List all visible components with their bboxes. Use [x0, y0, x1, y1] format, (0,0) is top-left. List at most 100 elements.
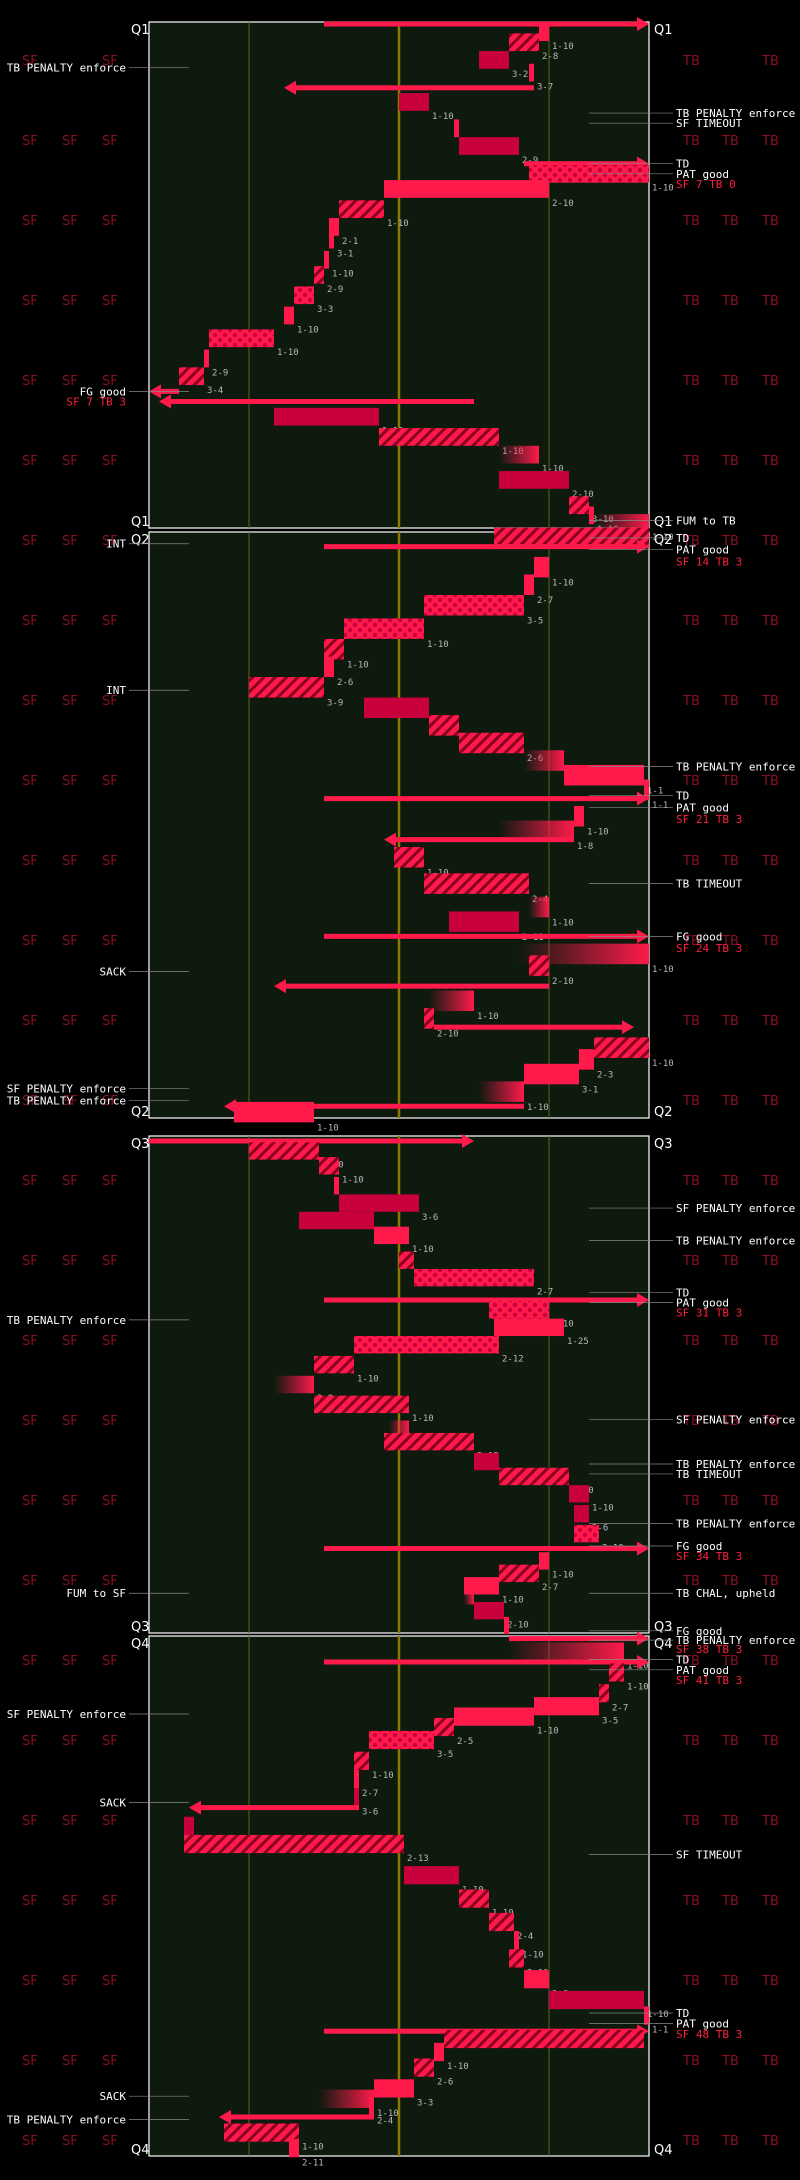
- down-distance-label: 2-13: [407, 1854, 429, 1864]
- down-distance-label: 1-10: [587, 827, 609, 837]
- down-distance-label: 1-10: [277, 348, 299, 358]
- watermark-team-left: SF: [102, 614, 118, 629]
- play-bar: [479, 51, 509, 69]
- play-bar: [569, 1485, 589, 1503]
- play-bar: [184, 1816, 194, 1835]
- play-bar: [509, 33, 539, 52]
- drive-arrow-head: [189, 1800, 201, 1815]
- play-bar: [539, 23, 549, 41]
- play-bar: [444, 2029, 644, 2049]
- watermark-team-right: TB: [761, 2134, 779, 2149]
- play-annotation-left: TB PENALTY enforce: [7, 1314, 126, 1327]
- quarter-label: Q2: [654, 1105, 673, 1120]
- drive-arrow-shaft: [434, 1024, 622, 1030]
- down-distance-label: 3-5: [437, 1750, 453, 1760]
- watermark-team-left: SF: [22, 1094, 38, 1109]
- down-distance-label: 2-4: [517, 1932, 533, 1942]
- watermark-team-right: TB: [682, 374, 700, 389]
- watermark-team-right: TB: [721, 214, 739, 229]
- down-distance-label: 2-6: [337, 678, 353, 688]
- play-bar: [324, 638, 344, 660]
- watermark-team-left: SF: [62, 1254, 78, 1269]
- watermark-team-left: SF: [22, 1334, 38, 1349]
- play-bar: [524, 1063, 579, 1085]
- down-distance-label: 1-10: [552, 1571, 574, 1581]
- play-annotation-right: PAT good: [676, 801, 729, 814]
- down-distance-label: 3-4: [207, 386, 223, 396]
- watermark-team-right: TB: [721, 614, 739, 629]
- play-annotation-right: TB PENALTY enforce: [676, 107, 795, 120]
- play-bar: [434, 2042, 444, 2062]
- watermark-team-left: SF: [22, 1814, 38, 1829]
- play-bar: [494, 1318, 564, 1337]
- watermark-team-right: TB: [761, 1894, 779, 1909]
- quarter-label: Q4: [131, 1637, 150, 1652]
- play-annotation-right: TD: [676, 158, 689, 171]
- watermark-team-right: TB: [721, 294, 739, 309]
- play-bar: [319, 1157, 339, 1175]
- play-bar: [319, 2089, 374, 2108]
- score-label-right: SF 38 TB 3: [676, 1643, 742, 1656]
- play-annotation-right: SF TIMEOUT: [676, 117, 743, 130]
- watermark-team-left: SF: [102, 54, 118, 69]
- watermark-team-left: SF: [62, 294, 78, 309]
- watermark-team-left: SF: [102, 2134, 118, 2149]
- watermark-team-right: TB: [682, 1814, 700, 1829]
- play-bar: [644, 2006, 649, 2025]
- play-annotation-left: INT: [106, 538, 126, 551]
- watermark-team-left: SF: [62, 2134, 78, 2149]
- watermark-team-left: SF: [62, 694, 78, 709]
- play-annotation-right: TD: [676, 2007, 689, 2020]
- down-distance-label: 1-10: [377, 2109, 399, 2119]
- down-distance-label: 1-25: [567, 1337, 589, 1347]
- play-annotation-left: FG good: [80, 385, 126, 398]
- watermark-team-right: TB: [682, 1094, 700, 1109]
- down-distance-label: 2-10: [437, 1030, 459, 1040]
- down-distance-label: 1-10: [342, 1176, 364, 1186]
- play-bar: [574, 805, 584, 827]
- down-distance-label: 1-10: [627, 1683, 649, 1693]
- play-annotation-right: PAT good: [676, 1664, 729, 1677]
- down-distance-label: 1-10: [527, 1103, 549, 1113]
- play-bar: [594, 1037, 649, 1058]
- play-annotation-left: INT: [106, 684, 126, 697]
- play-annotation-left: TB PENALTY enforce: [7, 1094, 126, 1107]
- watermark-team-left: SF: [22, 134, 38, 149]
- watermark-team-right: TB: [721, 1014, 739, 1029]
- watermark-team-left: SF: [102, 1414, 118, 1429]
- play-bar: [529, 955, 549, 976]
- watermark-team-right: TB: [721, 1734, 739, 1749]
- play-bar: [399, 93, 429, 111]
- play-bar: [474, 1601, 504, 1620]
- play-bar: [234, 1101, 314, 1123]
- play-bar: [549, 1990, 644, 2010]
- play-bar: [509, 1642, 624, 1661]
- watermark-team-right: TB: [682, 854, 700, 869]
- down-distance-label: 2-4: [377, 2117, 393, 2127]
- quarter-panel-q4: Q4 Q4 Q4 Q4 1-10 1-10 2-7 3-5 1-10 2-5 3-5 1-10 2-7 3…: [7, 1625, 795, 2169]
- quarter-label: Q3: [654, 1137, 673, 1152]
- watermark-team-right: TB: [721, 1094, 739, 1109]
- watermark-team-right: TB: [721, 1174, 739, 1189]
- play-bar: [384, 1432, 474, 1451]
- score-label-right: SF 31 TB 3: [676, 1306, 742, 1319]
- watermark-team-left: SF: [22, 374, 38, 389]
- watermark-team-left: SF: [62, 1334, 78, 1349]
- play-annotation-right: TB PENALTY enforce: [676, 1518, 795, 1531]
- watermark-team-left: SF: [102, 1574, 118, 1589]
- play-annotation-right: PAT good: [676, 1296, 729, 1309]
- watermark-team-right: TB: [682, 1654, 700, 1669]
- drive-arrow-head: [637, 791, 649, 806]
- watermark-team-right: TB: [721, 854, 739, 869]
- watermark-team-right: TB: [761, 1254, 779, 1269]
- drive-arrow-shaft: [524, 161, 637, 167]
- watermark-team-right: TB: [682, 1014, 700, 1029]
- watermark-team-left: SF: [102, 134, 118, 149]
- play-bar: [579, 1049, 594, 1070]
- play-annotation-right: FG good: [676, 1540, 722, 1553]
- play-bar: [324, 656, 334, 678]
- watermark-team-left: SF: [102, 854, 118, 869]
- play-bar: [514, 1931, 519, 1950]
- watermark-team-left: SF: [22, 1654, 38, 1669]
- drive-arrow-shaft: [324, 1546, 637, 1552]
